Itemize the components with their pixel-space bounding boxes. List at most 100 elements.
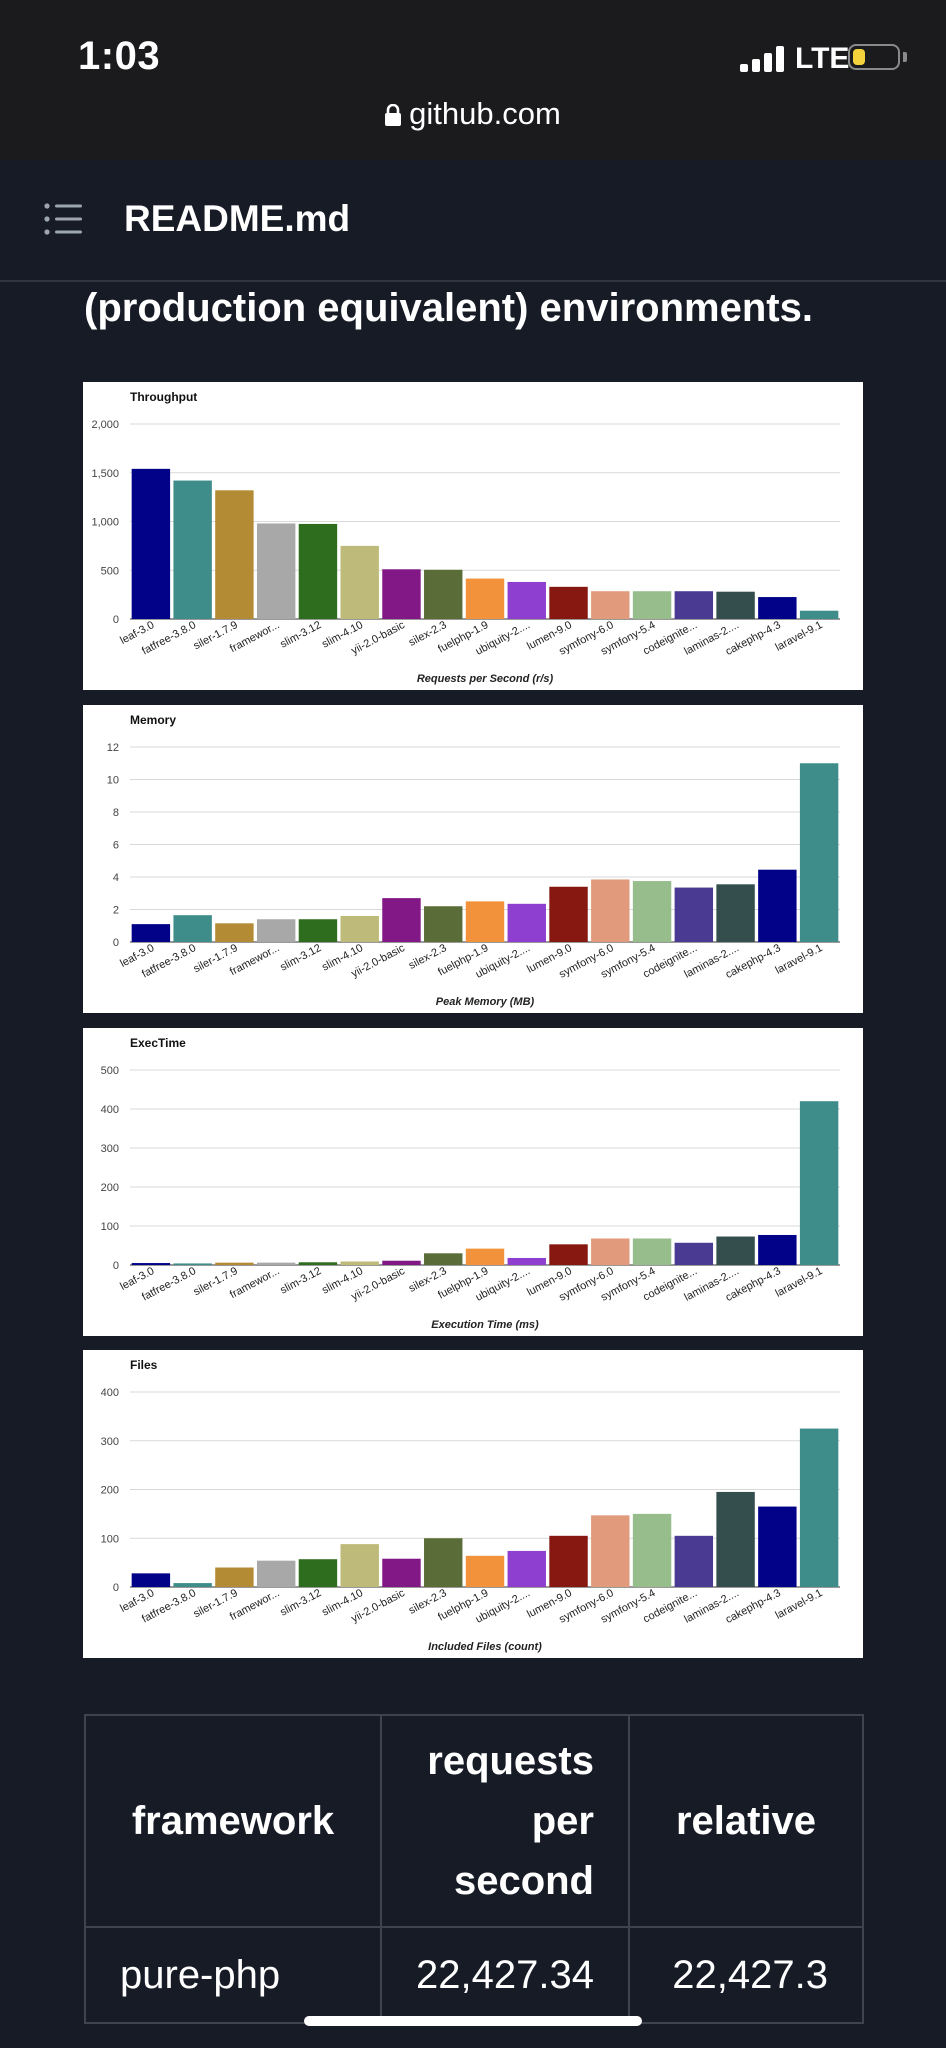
battery-level — [853, 49, 865, 65]
bar-laminas-2.... — [716, 884, 755, 942]
bar-slim-3.12 — [298, 523, 338, 619]
bar-laminas-2.... — [716, 591, 755, 619]
bar-yii-2.0-basic — [382, 1558, 421, 1587]
bar-fuelphp-1.9 — [465, 901, 505, 942]
bar-codeignite... — [674, 1535, 714, 1587]
y-tick-label: 100 — [101, 1533, 119, 1545]
y-tick-label: 2,000 — [91, 419, 119, 431]
bar-leaf-3.0 — [131, 468, 171, 619]
bar-symfony-5.4 — [632, 881, 672, 942]
bar-siler-1.7.9 — [215, 1262, 254, 1265]
y-tick-label: 200 — [101, 1485, 119, 1497]
y-tick-label: 300 — [101, 1436, 119, 1448]
y-tick-label: 12 — [107, 742, 119, 754]
bar-silex-2.3 — [424, 1253, 463, 1265]
bar-fatfree-3.8.0 — [173, 480, 212, 619]
x-tick-label: laravel-9.1 — [774, 619, 825, 654]
x-tick-label: slim-3.12 — [278, 619, 323, 651]
bar-codeignite... — [674, 591, 714, 619]
bar-laravel-9.1 — [799, 610, 839, 619]
bar-siler-1.7.9 — [215, 923, 254, 942]
bar-symfony-5.4 — [632, 1238, 672, 1265]
chart-throughput: Throughput 0 500 1,000 1,500 2,000 leaf-3.0 fat… — [83, 382, 863, 690]
chart-memory: Memory 0 2 4 6 8 10 12 leaf-3.0 fatfree-3.8.0 sile… — [83, 705, 863, 1013]
memory-chart-svg: Memory024681012leaf-3.0fatfree-3.8.0sile… — [107, 713, 840, 1008]
bar-lumen-9.0 — [549, 586, 588, 619]
intro-text: (production equivalent) environments. — [84, 286, 813, 330]
bar-symfony-5.4 — [632, 591, 672, 619]
bar-yii-2.0-basic — [382, 569, 421, 619]
bar-laravel-9.1 — [799, 1101, 839, 1265]
results-table: framework requests per second relative p… — [84, 1714, 864, 2024]
y-tick-label: 500 — [101, 565, 119, 577]
table-row: pure-php 22,427.34 22,427.3 — [84, 1926, 864, 2024]
bar-laminas-2.... — [716, 1236, 755, 1265]
bar-fatfree-3.8.0 — [173, 1263, 212, 1265]
battery-icon — [848, 44, 900, 70]
cell-rps: 22,427.34 — [380, 1926, 630, 2024]
address-bar[interactable]: github.com — [0, 96, 946, 132]
y-tick-label: 400 — [101, 1387, 119, 1399]
bar-symfony-6.0 — [591, 1515, 630, 1587]
readme-header: README.md — [0, 160, 946, 282]
bar-ubiquity-2.... — [507, 1550, 546, 1587]
bar-slim-4.10 — [340, 545, 379, 619]
chart-title: ExecTime — [130, 1036, 186, 1050]
home-indicator[interactable] — [304, 2016, 642, 2026]
chart-title: Memory — [130, 713, 176, 727]
bar-framewor... — [256, 1262, 296, 1265]
bar-siler-1.7.9 — [215, 490, 254, 619]
y-tick-label: 4 — [113, 872, 119, 884]
bar-slim-4.10 — [340, 916, 379, 942]
status-bar: 1:03 LTE github.com — [0, 0, 946, 160]
header-line: second — [453, 1859, 594, 1903]
x-axis-label: Peak Memory (MB) — [436, 996, 535, 1008]
x-axis-label: Included Files (count) — [428, 1641, 542, 1653]
bar-laminas-2.... — [716, 1491, 755, 1587]
status-time: 1:03 — [78, 34, 161, 78]
bar-ubiquity-2.... — [507, 581, 546, 619]
readme-title: README.md — [124, 198, 351, 239]
bar-ubiquity-2.... — [507, 1257, 546, 1265]
bar-ubiquity-2.... — [507, 903, 546, 942]
bar-symfony-6.0 — [591, 1238, 630, 1265]
y-tick-label: 1,000 — [91, 517, 119, 529]
bar-lumen-9.0 — [549, 886, 588, 942]
y-tick-label: 6 — [113, 840, 119, 852]
bar-framewor... — [256, 1560, 296, 1587]
bar-slim-4.10 — [340, 1544, 379, 1587]
chart-title: Throughput — [130, 390, 197, 404]
bar-leaf-3.0 — [131, 1573, 171, 1587]
header-relative: relative — [628, 1714, 864, 1928]
bar-yii-2.0-basic — [382, 898, 421, 942]
bar-symfony-6.0 — [591, 591, 630, 619]
bar-cakephp-4.3 — [758, 1506, 797, 1587]
bar-fatfree-3.8.0 — [173, 1583, 212, 1587]
bar-slim-4.10 — [340, 1261, 379, 1265]
bar-symfony-5.4 — [632, 1513, 672, 1587]
bar-fuelphp-1.9 — [465, 1248, 505, 1265]
y-tick-label: 0 — [113, 937, 119, 949]
bar-leaf-3.0 — [131, 924, 171, 942]
bar-silex-2.3 — [424, 906, 463, 942]
bar-lumen-9.0 — [549, 1535, 588, 1587]
bar-yii-2.0-basic — [382, 1260, 421, 1265]
bar-fuelphp-1.9 — [465, 1555, 505, 1587]
bar-siler-1.7.9 — [215, 1567, 254, 1587]
y-tick-label: 8 — [113, 807, 119, 819]
y-tick-label: 10 — [107, 775, 119, 787]
header-line: per — [531, 1799, 594, 1843]
chart-exectime: ExecTime 0 100 200 300 400 500 leaf-3.0 fatfree-… — [83, 1028, 863, 1336]
bar-slim-3.12 — [298, 1262, 338, 1265]
x-tick-label: slim-3.12 — [278, 942, 323, 974]
header-framework: framework — [84, 1714, 382, 1928]
throughput-chart-svg: Throughput05001,0001,5002,000leaf-3.0fat… — [91, 390, 840, 685]
bar-fuelphp-1.9 — [465, 578, 505, 619]
y-tick-label: 300 — [101, 1143, 119, 1155]
bar-framewor... — [256, 523, 296, 619]
list-icon[interactable] — [44, 202, 82, 236]
network-type: LTE — [795, 42, 850, 75]
files-chart-svg: Files0100200300400leaf-3.0fatfree-3.8.0s… — [101, 1358, 840, 1653]
bar-cakephp-4.3 — [758, 1234, 797, 1265]
bar-laravel-9.1 — [799, 763, 839, 942]
